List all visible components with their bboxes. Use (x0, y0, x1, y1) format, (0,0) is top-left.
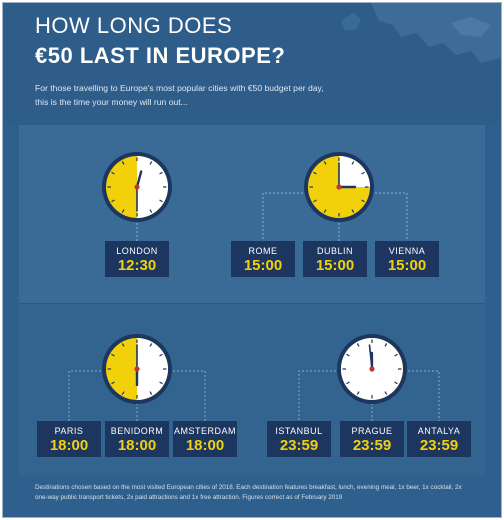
clock-tick (159, 353, 163, 357)
clock-tick (384, 391, 388, 395)
city-label-london: LONDON 12:30 (105, 241, 169, 277)
clock-icon (101, 333, 173, 410)
city-name: BENIDORM (110, 426, 164, 436)
clock-minute-hand (368, 344, 373, 370)
clock-tick (149, 343, 153, 347)
clock-tick (149, 161, 153, 165)
city-name: ANTALYA (417, 426, 461, 436)
city-time: 23:59 (419, 437, 459, 454)
city-time: 18:00 (49, 437, 89, 454)
clock-tick (159, 199, 163, 203)
city-label-amsterdam: AMSTERDAM 18:00 (173, 421, 237, 457)
clock-tick (323, 209, 327, 213)
clock-tick (346, 381, 350, 385)
clock-tick (394, 381, 398, 385)
clock-tick (361, 171, 365, 175)
clock-tick (351, 209, 355, 213)
city-name: PRAGUE (351, 426, 393, 436)
clock-tick (384, 343, 388, 347)
clock-tick (313, 199, 317, 203)
city-name: PARIS (54, 426, 84, 436)
clock-center (134, 184, 140, 190)
clock-tick (149, 209, 153, 213)
clock-tick (356, 391, 360, 395)
clock-spent-wedge (339, 156, 370, 187)
city-time: 15:00 (243, 257, 283, 274)
clock-tick (111, 353, 115, 357)
clock-tick (111, 199, 115, 203)
city-label-prague: PRAGUE 23:59 (340, 421, 404, 457)
city-time: 23:59 (352, 437, 392, 454)
city-label-vienna: VIENNA 15:00 (375, 241, 439, 277)
city-time: 15:00 (387, 257, 427, 274)
clock-tick (394, 353, 398, 357)
city-label-rome: ROME 15:00 (231, 241, 295, 277)
clock-tick (121, 209, 125, 213)
europe-map-decoration (341, 3, 501, 63)
city-time: 18:00 (117, 437, 157, 454)
subtitle: For those travelling to Europe's most po… (35, 83, 324, 107)
city-label-istanbul: ISTANBUL 23:59 (267, 421, 331, 457)
city-name: DUBLIN (316, 246, 353, 256)
clock-tick (356, 343, 360, 347)
header: HOW LONG DOES €50 LAST IN EUROPE? For th… (3, 3, 501, 125)
city-time: 23:59 (279, 437, 319, 454)
city-label-benidorm: BENIDORM 18:00 (105, 421, 169, 457)
city-name: ISTANBUL (275, 426, 323, 436)
title-line-2: €50 LAST IN EUROPE? (35, 43, 286, 68)
city-name: AMSTERDAM (173, 426, 236, 436)
city-time: 12:30 (117, 257, 157, 274)
clock-icon (101, 151, 173, 228)
city-label-antalya: ANTALYA 23:59 (407, 421, 471, 457)
clock-icon (303, 151, 375, 228)
city-name: VIENNA (388, 246, 426, 256)
clock-tick (111, 171, 115, 175)
city-name: LONDON (116, 246, 158, 256)
clock-hour-hand (135, 170, 143, 189)
clock-tick (111, 381, 115, 385)
clock-icon (336, 333, 408, 410)
clock-center (336, 184, 342, 190)
clock-center (369, 366, 375, 372)
clock-tick (149, 391, 153, 395)
clock-tick (121, 391, 125, 395)
clock-tick (121, 343, 125, 347)
clock-tick (351, 161, 355, 165)
city-time: 18:00 (185, 437, 225, 454)
clock-tick (361, 199, 365, 203)
clock-spent-wedge (137, 156, 168, 218)
city-label-dublin: DUBLIN 15:00 (303, 241, 367, 277)
clock-tick (121, 161, 125, 165)
clock-tick (159, 171, 163, 175)
city-label-paris: PARIS 18:00 (37, 421, 101, 457)
clock-center (134, 366, 140, 372)
city-name: ROME (248, 246, 278, 256)
clock-tick (159, 381, 163, 385)
title-line-1: HOW LONG DOES (35, 13, 233, 38)
clock-tick (313, 171, 317, 175)
clock-spent-wedge (137, 338, 168, 400)
footnote: Destinations chosen based on the most vi… (35, 484, 462, 501)
clock-tick (323, 161, 327, 165)
city-time: 15:00 (315, 257, 355, 274)
clock-tick (346, 353, 350, 357)
